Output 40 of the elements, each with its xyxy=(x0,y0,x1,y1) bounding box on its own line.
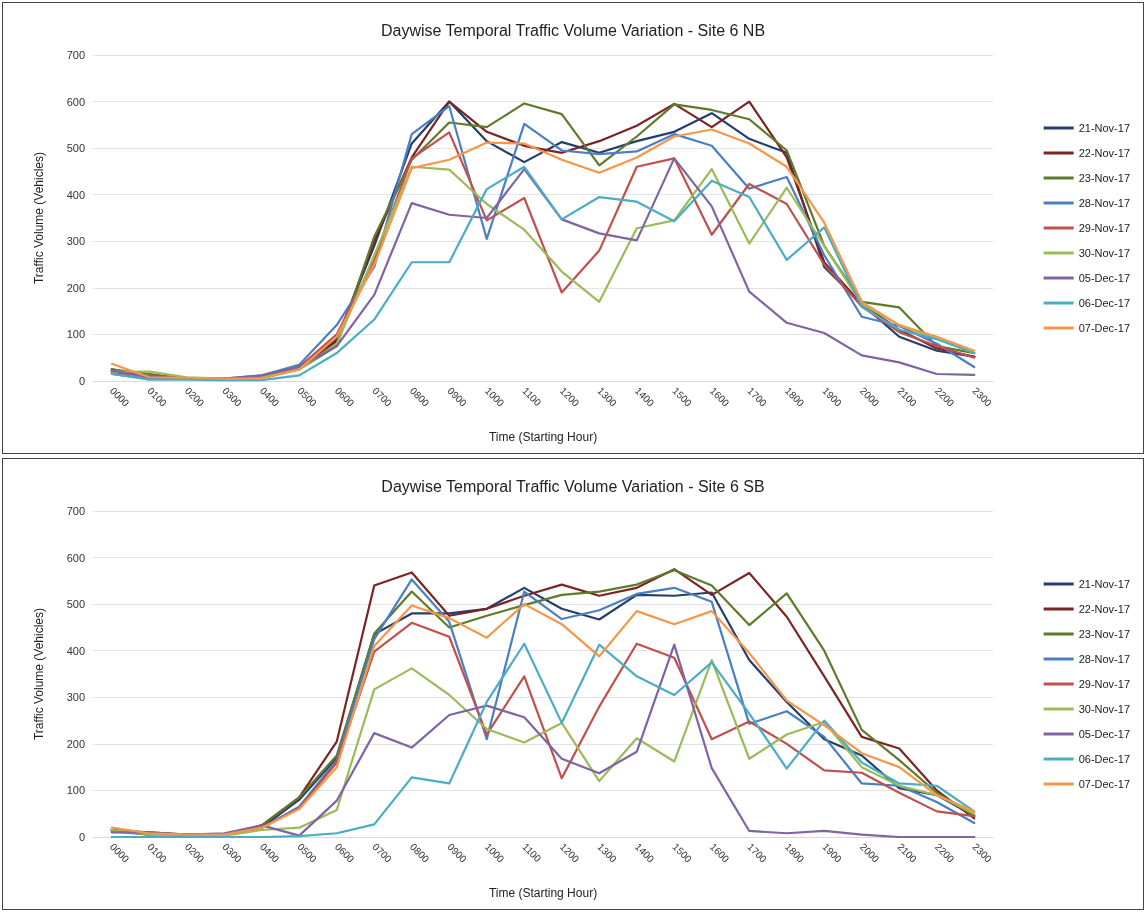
y-tick-label: 700 xyxy=(66,49,85,61)
y-tick-label: 400 xyxy=(66,188,85,201)
y-tick-label: 100 xyxy=(66,328,85,341)
chart-title: Daywise Temporal Traffic Volume Variation - Site 6 SB xyxy=(381,477,765,495)
legend-label: 23-Nov-17 xyxy=(1078,172,1130,184)
chart-title: Daywise Temporal Traffic Volume Variation - Site 6 NB xyxy=(380,21,766,39)
legend-label: 28-Nov-17 xyxy=(1078,653,1130,665)
legend-label: 07-Dec-17 xyxy=(1078,322,1130,334)
legend-label: 21-Nov-17 xyxy=(1078,578,1130,590)
legend-label: 07-Dec-17 xyxy=(1078,778,1130,790)
y-tick-label: 700 xyxy=(66,505,85,517)
y-tick-label: 100 xyxy=(66,784,85,797)
y-axis-title: Traffic Volume (Vehicles) xyxy=(32,151,46,285)
legend-label: 21-Nov-17 xyxy=(1078,122,1130,134)
y-tick-label: 500 xyxy=(66,598,85,611)
x-axis-title: Time (Starting Hour) xyxy=(488,886,598,900)
legend-label: 06-Dec-17 xyxy=(1078,753,1130,765)
legend-label: 29-Nov-17 xyxy=(1078,222,1130,234)
y-axis-title: Traffic Volume (Vehicles) xyxy=(32,607,46,741)
y-tick-label: 600 xyxy=(66,551,85,564)
legend-label: 30-Nov-17 xyxy=(1078,247,1130,259)
x-axis-title: Time (Starting Hour) xyxy=(488,430,598,444)
legend-label: 05-Dec-17 xyxy=(1078,728,1130,740)
y-tick-label: 200 xyxy=(66,737,85,750)
y-tick-label: 0 xyxy=(78,375,85,387)
y-tick-label: 400 xyxy=(66,644,85,657)
y-tick-label: 300 xyxy=(66,235,85,248)
legend-label: 28-Nov-17 xyxy=(1078,197,1130,209)
y-tick-label: 300 xyxy=(66,691,85,704)
y-tick-label: 600 xyxy=(66,95,85,108)
legend-label: 29-Nov-17 xyxy=(1078,678,1130,690)
legend-label: 30-Nov-17 xyxy=(1078,703,1130,715)
legend-label: 06-Dec-17 xyxy=(1078,297,1130,309)
legend-label: 23-Nov-17 xyxy=(1078,628,1130,640)
y-tick-label: 500 xyxy=(66,142,85,155)
y-tick-label: 0 xyxy=(78,831,85,843)
legend-label: 22-Nov-17 xyxy=(1078,603,1130,615)
legend-label: 05-Dec-17 xyxy=(1078,272,1130,284)
y-tick-label: 200 xyxy=(66,281,85,294)
legend-label: 22-Nov-17 xyxy=(1078,147,1130,159)
